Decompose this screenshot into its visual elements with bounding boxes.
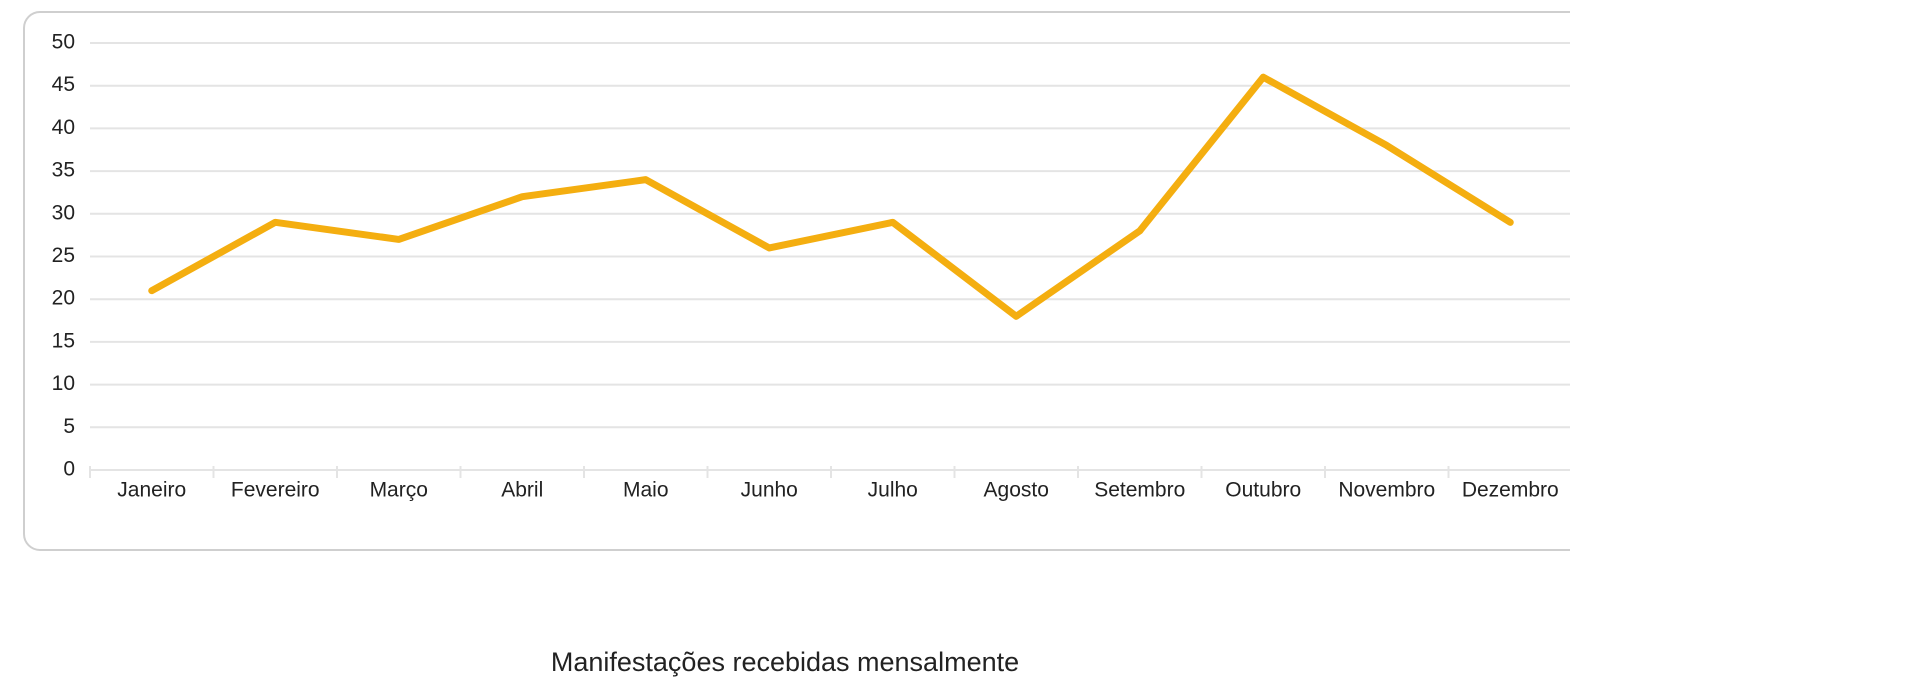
- y-tick-label: 40: [52, 116, 75, 139]
- y-tick-label: 25: [52, 244, 75, 267]
- data-line: [148, 73, 1514, 320]
- x-tick-label: Janeiro: [117, 479, 186, 502]
- chart-title: Manifestações recebidas mensalmente: [551, 647, 1019, 677]
- y-tick-label: 10: [52, 372, 75, 395]
- x-tick-label: Dezembro: [1462, 479, 1559, 502]
- x-tick-label: Novembro: [1338, 479, 1435, 502]
- card: [23, 11, 1570, 551]
- x-tick-label: Agosto: [984, 479, 1049, 502]
- x-tick-label: Fevereiro: [231, 479, 320, 502]
- x-tick-label: Julho: [868, 479, 918, 502]
- y-tick-label: 5: [63, 415, 75, 438]
- x-tick-label: Setembro: [1094, 479, 1185, 502]
- y-tick-label: 15: [52, 329, 75, 352]
- x-tick-label: Março: [370, 479, 428, 502]
- x-tick-label: Outubro: [1225, 479, 1301, 502]
- y-tick-label: 0: [63, 458, 75, 481]
- y-tick-label: 50: [52, 31, 75, 54]
- x-tick-label: Maio: [623, 479, 669, 502]
- y-tick-label: 35: [52, 159, 75, 182]
- y-tick-label: 45: [52, 73, 75, 96]
- x-tick-label: Junho: [741, 479, 798, 502]
- plot: 0 5 10 15 20 25 30 35 40 45 50 Janeiro Fevereiro Març…: [23, 11, 1570, 551]
- x-tick-label: Abril: [501, 479, 543, 502]
- y-tick-label: 20: [52, 287, 75, 310]
- y-tick-label: 30: [52, 201, 75, 224]
